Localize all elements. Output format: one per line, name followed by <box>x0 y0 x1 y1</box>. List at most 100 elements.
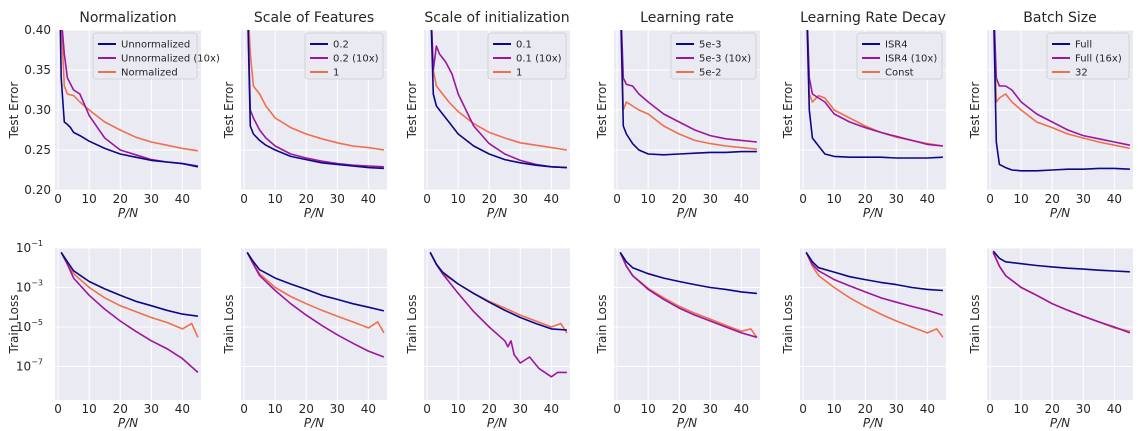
panel-title: Learning rate <box>640 10 734 26</box>
legend-label: ISR4 (10x) <box>885 54 937 65</box>
x-axis-label: P/N <box>1050 206 1070 220</box>
panel-title: Normalization <box>79 10 176 26</box>
x-tick-label: 30 <box>703 402 718 416</box>
series-lines <box>620 30 757 156</box>
x-tick-label: 20 <box>672 402 687 416</box>
train-loss-plot: 0 10 20 30 40 P/N Train Loss <box>968 247 1133 430</box>
x-tick-label: 40 <box>175 192 190 206</box>
series-lines <box>246 251 385 358</box>
x-tick-label: 30 <box>330 402 345 416</box>
series-line-1 <box>248 30 385 151</box>
x-tick-label: 10 <box>268 402 283 416</box>
legend: 0.1 0.1 (10x) 1 <box>487 32 567 80</box>
y-axis-label: Test Error <box>222 82 236 140</box>
x-tick-label: 30 <box>144 402 159 416</box>
series-line-unnormalized <box>60 251 199 317</box>
train-loss-plot: 0 10 20 30 40 P/N Train Loss <box>222 247 387 430</box>
series-line-0-2 <box>246 251 385 312</box>
x-tick-label: 20 <box>482 192 497 206</box>
x-tick-label: 40 <box>920 402 935 416</box>
legend: 0.2 0.2 (10x) 1 <box>304 32 384 80</box>
x-tick-label: 20 <box>858 192 873 206</box>
x-tick-label: 0 <box>986 402 994 416</box>
x-tick-label: 0 <box>986 192 994 206</box>
x-tick-label: 30 <box>144 192 159 206</box>
legend-label: 5e-3 <box>699 40 722 51</box>
series-lines <box>805 251 944 338</box>
panel-title: Batch Size <box>1023 10 1096 26</box>
x-tick-label: 40 <box>544 402 559 416</box>
legend: Full Full (16x) 32 <box>1046 32 1130 80</box>
legend: 5e-3 5e-3 (10x) 5e-2 <box>670 32 757 80</box>
x-tick-label: 30 <box>889 402 904 416</box>
x-tick-label: 30 <box>703 192 718 206</box>
x-tick-label: 0 <box>613 402 621 416</box>
series-lines <box>429 252 568 378</box>
panel-title: Learning Rate Decay <box>800 10 946 26</box>
x-tick-label: 0 <box>423 192 431 206</box>
x-tick-label: 0 <box>613 192 621 206</box>
train-loss-plot: 0 10 20 30 40 P/N Train Loss 10−1 10−3 10−5 10−7 <box>7 239 201 430</box>
y-tick-label: 0.35 <box>24 63 51 77</box>
legend-label: Const <box>885 68 914 79</box>
legend-box <box>92 32 198 80</box>
series-line-5e-3 <box>620 30 757 156</box>
x-axis-label: P/N <box>304 416 324 430</box>
series-line-0-2 <box>247 30 384 170</box>
series-line-0-1 <box>429 252 567 331</box>
x-tick-label: 40 <box>1107 192 1122 206</box>
series-line-full <box>993 30 1130 172</box>
gridlines <box>614 247 760 400</box>
y-tick-label: 0.25 <box>24 143 51 157</box>
series-lines <box>993 30 1131 172</box>
plot-area <box>55 248 201 400</box>
x-tick-label: 10 <box>1014 192 1029 206</box>
x-tick-label: 40 <box>361 402 376 416</box>
train-loss-plot: 0 10 20 30 40 P/N Train Loss <box>405 247 570 430</box>
x-axis-label: P/N <box>677 206 697 220</box>
series-line-0-1-10x- <box>430 30 567 169</box>
y-axis-label: Test Error <box>405 82 419 140</box>
x-tick-label: 20 <box>482 402 497 416</box>
x-tick-label: 20 <box>1045 192 1060 206</box>
x-tick-label: 0 <box>240 192 248 206</box>
legend-label: Unnormalized (10x) <box>121 54 220 65</box>
panel-title: Scale of Features <box>254 10 374 26</box>
x-tick-label: 10 <box>641 402 656 416</box>
panel-6: Batch Size 0 10 20 30 40 P/N Test Error 0 10 20 30 4… <box>968 10 1133 430</box>
x-tick-label: 40 <box>175 402 190 416</box>
legend-label: 1 <box>516 68 522 79</box>
panel-5: Learning Rate Decay 0 10 20 30 40 P/N Test Erro… <box>781 10 946 430</box>
series-line-full-16x- <box>992 252 1131 334</box>
series-line-normalized <box>60 30 199 152</box>
x-axis-label: P/N <box>304 206 324 220</box>
x-tick-label: 0 <box>423 402 431 416</box>
x-tick-label: 10 <box>451 192 466 206</box>
x-tick-label: 30 <box>889 192 904 206</box>
plot-area <box>614 248 760 400</box>
x-tick-label: 30 <box>1076 402 1091 416</box>
y-axis-label: Test Error <box>7 82 21 140</box>
x-tick-label: 20 <box>113 402 128 416</box>
y-axis-label: Train Loss <box>405 295 419 355</box>
legend-label: Unnormalized <box>121 40 190 51</box>
train-loss-plot: 0 10 20 30 40 P/N Train Loss <box>595 247 760 430</box>
x-axis-label: P/N <box>677 416 697 430</box>
legend-label: 0.1 (10x) <box>516 54 562 65</box>
y-axis-label: Train Loss <box>7 295 21 355</box>
series-line-full <box>992 250 1130 273</box>
x-tick-label: 10 <box>82 402 97 416</box>
legend-label: 1 <box>333 68 339 79</box>
series-line-isr4-10x- <box>806 30 943 147</box>
x-axis-label: P/N <box>863 206 883 220</box>
legend-label: 0.2 (10x) <box>333 54 379 65</box>
panel-4: Learning rate 0 10 20 30 40 P/N Test Error 0 10 20… <box>595 10 760 430</box>
x-tick-label: 20 <box>672 192 687 206</box>
x-tick-label: 10 <box>82 192 97 206</box>
y-tick-label: 10−5 <box>16 318 43 334</box>
series-line-0-1 <box>430 30 567 169</box>
series-line-32 <box>993 30 1131 150</box>
